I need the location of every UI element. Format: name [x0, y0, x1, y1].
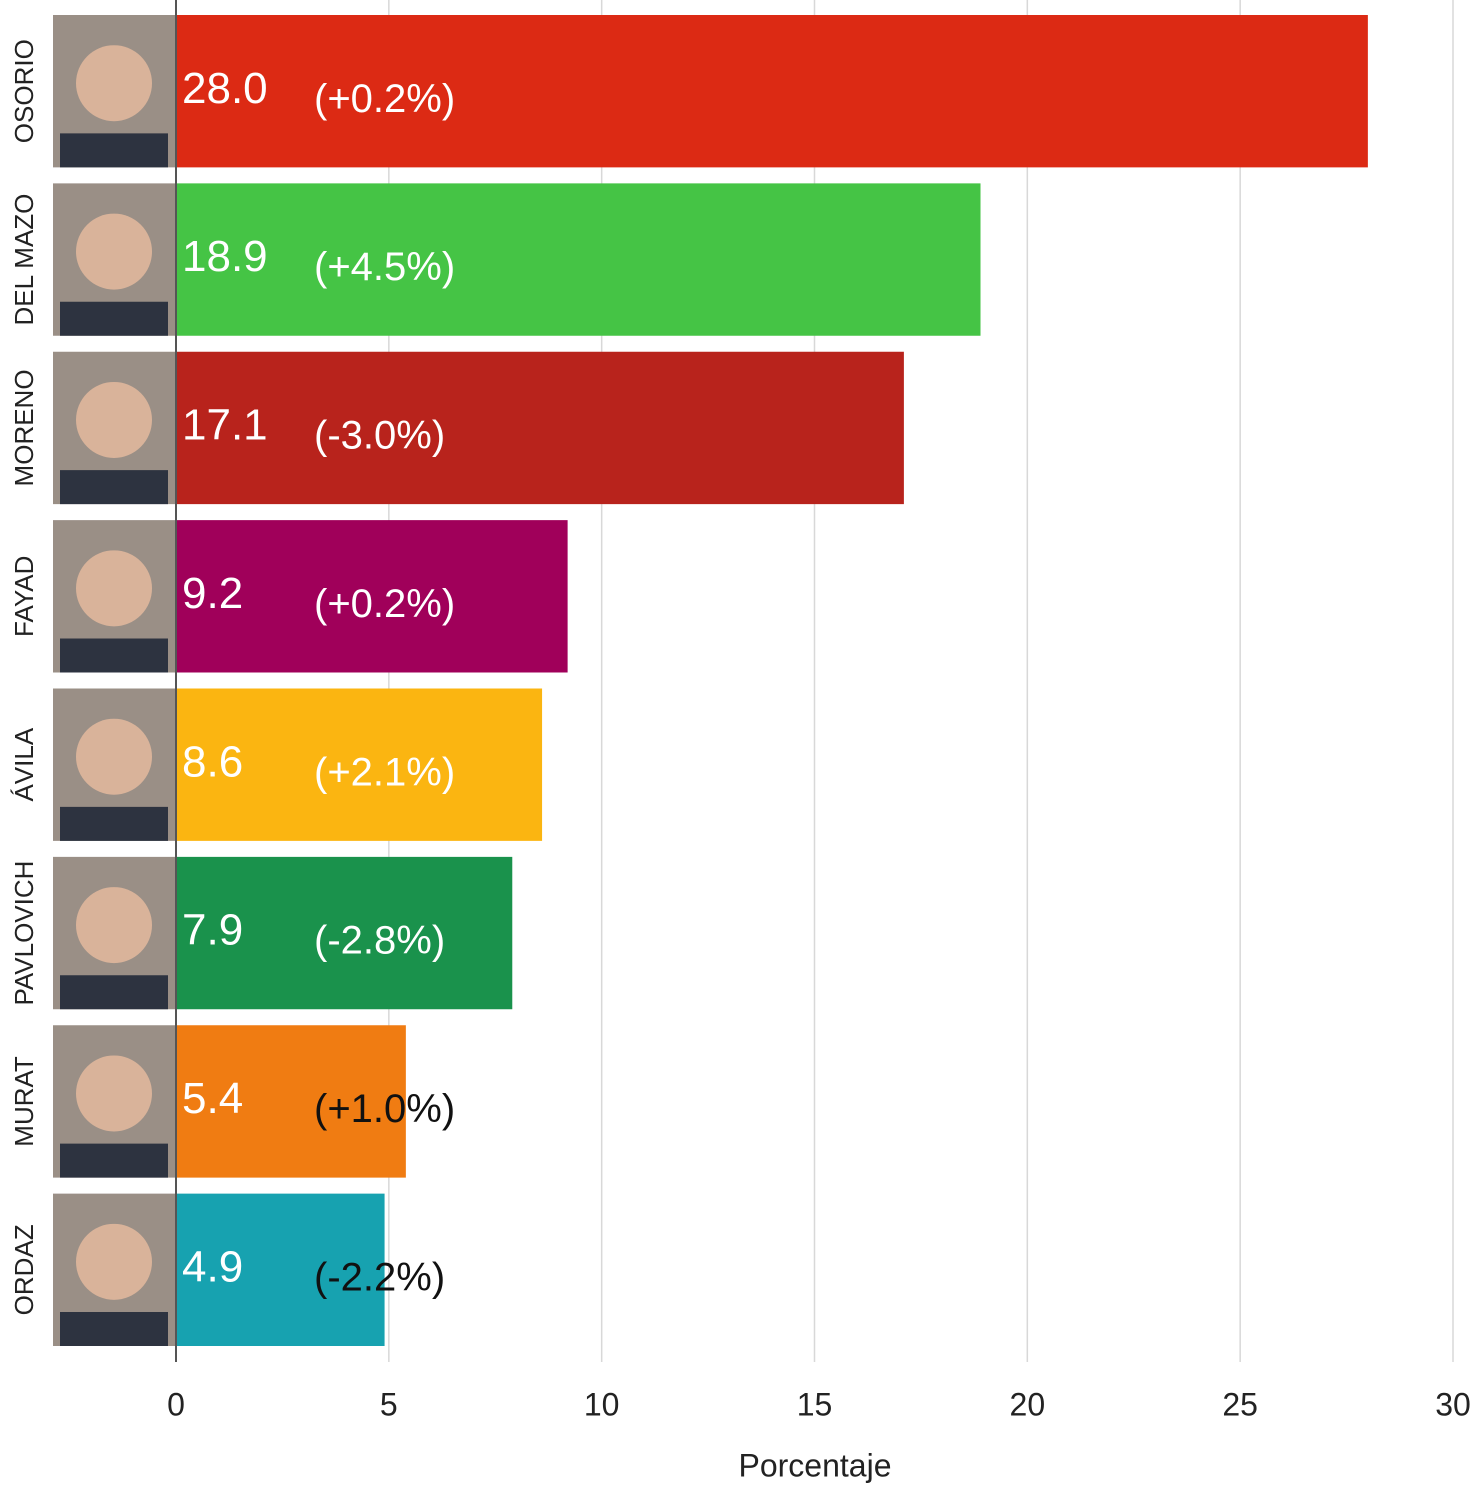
photo-face: [76, 718, 152, 795]
bar: [176, 1193, 385, 1346]
change-label: (+0.2%): [314, 77, 455, 121]
category-label: ÁVILA: [9, 727, 39, 801]
photo-suit: [60, 470, 168, 505]
photo-face: [76, 213, 152, 290]
bar: [176, 351, 904, 505]
photo-face: [76, 550, 152, 627]
bar: [176, 183, 981, 336]
category-label: PAVLOVICH: [9, 861, 39, 1006]
value-label: 17.1: [182, 401, 268, 450]
value-label: 9.2: [182, 569, 243, 618]
photo-face: [76, 1223, 152, 1300]
photo-face: [76, 381, 152, 458]
x-axis-label: Porcentaje: [739, 1447, 892, 1483]
photo-suit: [60, 638, 168, 673]
x-tick-label: 10: [584, 1386, 620, 1422]
bar: [176, 688, 543, 841]
value-label: 4.9: [182, 1242, 243, 1291]
x-tick-label: 5: [380, 1386, 398, 1422]
category-label: ORDAZ: [9, 1224, 39, 1315]
bar: [176, 520, 568, 673]
change-label: (-2.2%): [314, 1255, 445, 1299]
value-label: 8.6: [182, 737, 243, 786]
value-label: 5.4: [182, 1074, 243, 1123]
photo-suit: [60, 301, 168, 336]
change-label: (-2.8%): [314, 919, 445, 963]
category-label: MORENO: [9, 369, 39, 486]
photo-face: [76, 887, 152, 964]
bar: [176, 856, 513, 1010]
value-label: 28.0: [182, 64, 268, 113]
x-tick-label: 0: [167, 1386, 185, 1422]
change-label: (-3.0%): [314, 414, 445, 458]
photo-face: [76, 45, 152, 122]
photo-suit: [60, 806, 168, 841]
change-label: (+2.1%): [314, 750, 455, 794]
x-tick-label: 30: [1435, 1386, 1471, 1422]
category-label: DEL MAZO: [9, 194, 39, 326]
photo-suit: [60, 975, 168, 1010]
value-label: 18.9: [182, 232, 268, 281]
x-tick-label: 15: [797, 1386, 833, 1422]
value-label: 7.9: [182, 906, 243, 955]
x-tick-label: 25: [1222, 1386, 1258, 1422]
category-label: FAYAD: [9, 556, 39, 637]
photo-suit: [60, 133, 168, 168]
photo-face: [76, 1055, 152, 1132]
photo-suit: [60, 1143, 168, 1178]
change-label: (+0.2%): [314, 582, 455, 626]
x-tick-label: 20: [1010, 1386, 1046, 1422]
change-label: (+1.0%): [314, 1087, 455, 1131]
bar: [176, 1025, 406, 1178]
change-label: (+4.5%): [314, 245, 455, 289]
category-label: MURAT: [9, 1056, 39, 1147]
category-label: OSORIO: [9, 39, 39, 143]
bar: [176, 15, 1368, 168]
photo-suit: [60, 1312, 168, 1346]
